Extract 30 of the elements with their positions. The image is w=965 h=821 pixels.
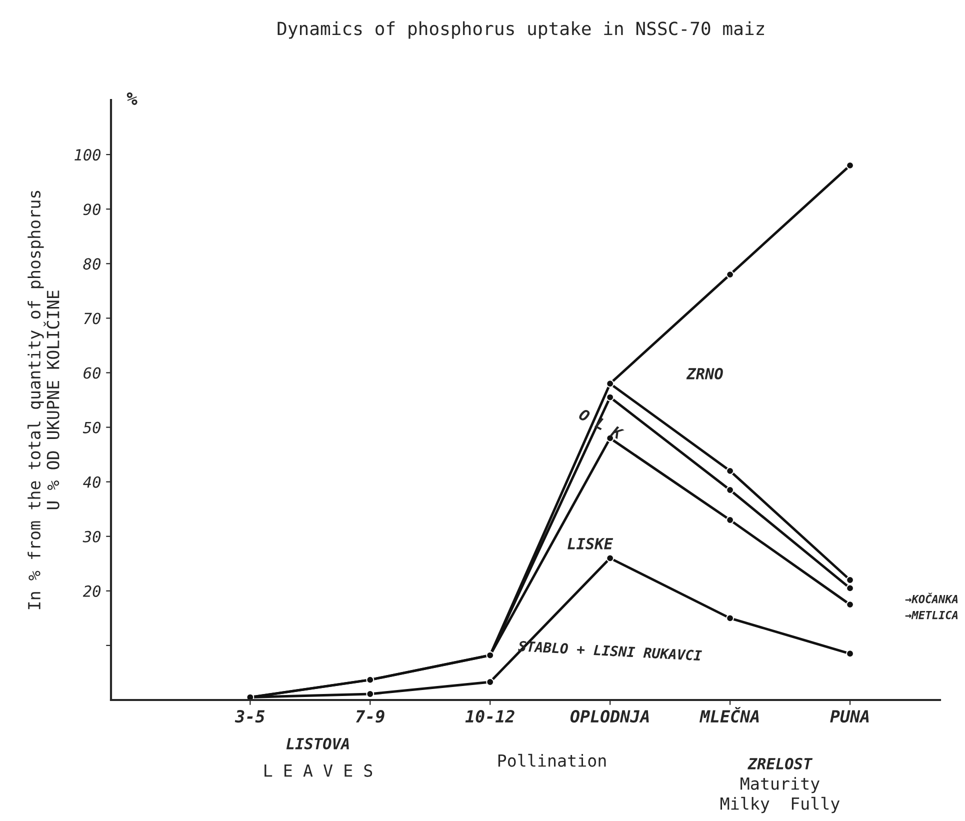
x-tick-label: OPLODNJA	[570, 710, 649, 723]
y-tick-label: 100	[74, 149, 101, 161]
y-tick-label: 20	[82, 585, 101, 597]
y-tick-label: 50	[82, 422, 101, 434]
y-tick-label: 40	[83, 476, 101, 488]
text: Maturity	[740, 776, 820, 794]
annotation: STABLO + LISNI RUKAVCI	[518, 640, 702, 661]
y-tick-label: 70	[84, 312, 101, 324]
y-tick-label: 60	[84, 367, 101, 379]
x-tick-label: 10-12	[465, 710, 514, 723]
annotation: O L K	[578, 408, 625, 440]
annotation: LISKE	[568, 538, 614, 550]
y-tick-label: 80	[83, 258, 101, 270]
x-tick-label: PUNA	[830, 710, 869, 723]
chart-title: Dynamics of phosphorus uptake in NSSC-70 maiz	[278, 21, 764, 39]
x-tick-label: 7-9	[356, 710, 384, 723]
annotation: %	[126, 92, 138, 105]
annotation: →METLICA	[905, 610, 958, 620]
text: L E A V E S	[264, 764, 372, 777]
text: Pollination	[498, 754, 606, 767]
y-tick-label: 30	[82, 530, 101, 542]
y-tick-label: 90	[83, 204, 101, 216]
x-tick-label: MLEČNA	[699, 706, 759, 723]
text: ZRELOST	[748, 758, 813, 770]
y-axis-title: In % from the total quantity of phosphorus U % OD UKUPNE KOLIČINE	[28, 190, 60, 610]
text: LISTOVA	[286, 738, 349, 750]
x-tick-label: 3-5	[234, 710, 265, 723]
annotation: ZRNO	[686, 368, 723, 380]
annotation: →KOČANKA	[905, 592, 958, 604]
text: Milky Fully	[720, 796, 840, 814]
